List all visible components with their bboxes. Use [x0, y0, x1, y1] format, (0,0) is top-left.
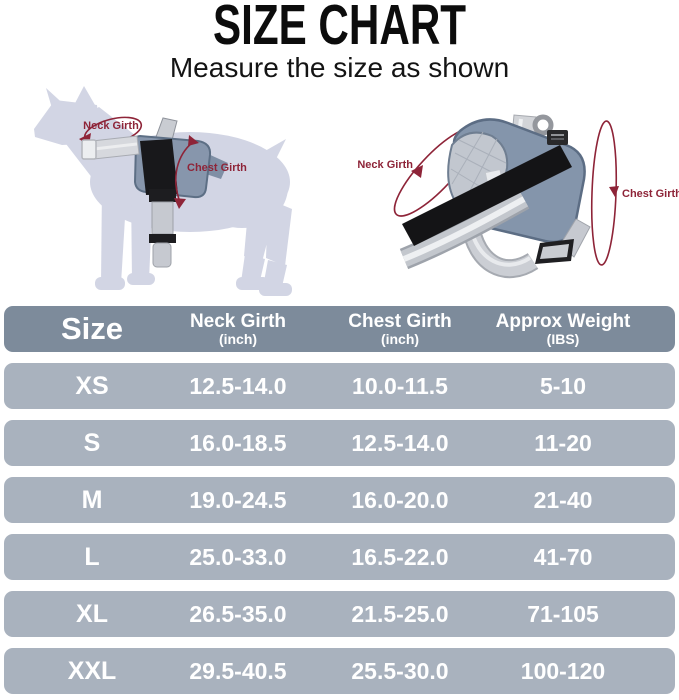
- neck-girth-value: 19.0-24.5: [189, 486, 287, 513]
- table-row-l: L 25.0-33.0 16.5-22.0 41-70: [4, 534, 675, 580]
- harness-neck-girth-label: Neck Girth: [357, 159, 413, 171]
- weight-value: 100-120: [520, 657, 606, 684]
- size-value: XL: [76, 599, 108, 628]
- dog-chest-arrow-up-icon: [188, 135, 199, 146]
- chest-girth-value: 10.0-11.5: [352, 372, 448, 399]
- table-header-row: Size Neck Girth (inch) Chest Girth (inch…: [4, 306, 675, 352]
- weight-value: 5-10: [539, 372, 587, 399]
- chest-girth-value: 21.5-25.0: [351, 600, 449, 627]
- size-value: L: [84, 542, 100, 571]
- chest-girth-value: 25.5-30.0: [351, 657, 449, 684]
- dog-neck-girth-label: Neck Girth: [83, 120, 139, 132]
- neck-girth-value: 25.0-33.0: [189, 543, 287, 570]
- chest-girth-value: 12.5-14.0: [351, 429, 449, 456]
- column-header-neck-girth-unit: (inch): [218, 331, 258, 347]
- dog-chest-girth-label: Chest Girth: [187, 162, 247, 174]
- column-header-approx-weight-unit: (IBS): [546, 331, 580, 347]
- harness-chest-arrow-icon: [609, 186, 619, 197]
- weight-value: 71-105: [527, 600, 599, 627]
- column-header-approx-weight: Approx Weight (IBS): [495, 311, 631, 347]
- table-row-xl: XL 26.5-35.0 21.5-25.0 71-105: [4, 591, 675, 637]
- page-subtitle: Measure the size as shown: [169, 52, 510, 83]
- column-header-size: Size: [60, 311, 124, 346]
- neck-girth-value: 12.5-14.0: [189, 372, 287, 399]
- size-table: Size Neck Girth (inch) Chest Girth (inch…: [4, 306, 675, 694]
- harness-black-strap: [402, 145, 572, 246]
- weight-value: 11-20: [534, 429, 592, 456]
- harness-d-ring-icon: [532, 114, 554, 136]
- size-value: XS: [75, 371, 109, 400]
- size-value: XXL: [67, 656, 117, 685]
- column-header-chest-girth-unit: (inch): [380, 331, 420, 347]
- column-header-neck-girth: Neck Girth (inch): [189, 311, 287, 347]
- harness-neck-arrow-icon: [411, 165, 423, 178]
- harness-chest-girth-label: Chest Girth: [622, 188, 679, 200]
- harness-illustration: Neck Girth Chest Girth: [357, 114, 679, 279]
- neck-girth-value: 29.5-40.5: [189, 657, 287, 684]
- table-row-xs: XS 12.5-14.0 10.0-11.5 5-10: [4, 363, 675, 409]
- column-header-approx-weight-label: Approx Weight: [495, 311, 631, 332]
- table-row-m: M 19.0-24.5 16.0-20.0 21-40: [4, 477, 675, 523]
- column-header-chest-girth: Chest Girth (inch): [348, 311, 452, 347]
- neck-girth-value: 16.0-18.5: [189, 429, 287, 456]
- weight-value: 21-40: [533, 486, 593, 513]
- column-header-chest-girth-label: Chest Girth: [348, 311, 452, 332]
- dog-illustration: Neck Girth Chest Girth: [34, 86, 292, 296]
- dog-chest-girth-arc: [175, 141, 194, 203]
- weight-value: 41-70: [533, 543, 593, 570]
- harness-tag: [547, 130, 568, 145]
- measurement-illustrations: Neck Girth Chest Girth: [34, 86, 679, 296]
- chest-girth-value: 16.5-22.0: [351, 543, 449, 570]
- table-row-s: S 16.0-18.5 12.5-14.0 11-20: [4, 420, 675, 466]
- dog-harness: [81, 117, 228, 268]
- page-title: SIZE CHART: [212, 0, 467, 57]
- table-row-xxl: XXL 29.5-40.5 25.5-30.0 100-120: [4, 648, 675, 694]
- dog-chest-arrow-down-icon: [174, 198, 186, 209]
- size-value: M: [81, 485, 103, 514]
- neck-girth-value: 26.5-35.0: [189, 600, 287, 627]
- size-value: S: [83, 428, 101, 457]
- chest-girth-value: 16.0-20.0: [351, 486, 449, 513]
- column-header-neck-girth-label: Neck Girth: [189, 311, 287, 332]
